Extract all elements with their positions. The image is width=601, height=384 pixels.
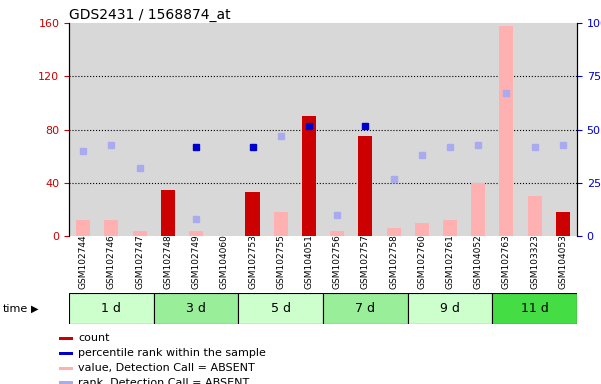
Text: 5 d: 5 d: [270, 302, 291, 315]
Text: GSM104053: GSM104053: [558, 234, 567, 289]
Text: time: time: [3, 304, 28, 314]
Bar: [556, 212, 570, 236]
Bar: [443, 220, 457, 236]
Bar: [492, 293, 577, 324]
Bar: [59, 367, 73, 370]
Text: GSM102753: GSM102753: [248, 234, 257, 289]
Bar: [210, 23, 239, 236]
Bar: [76, 220, 90, 236]
Bar: [407, 23, 436, 236]
Text: GSM104060: GSM104060: [220, 234, 229, 289]
Text: GSM103323: GSM103323: [530, 234, 539, 289]
Text: 7 d: 7 d: [355, 302, 376, 315]
Text: 9 d: 9 d: [440, 302, 460, 315]
Bar: [330, 231, 344, 236]
Bar: [273, 212, 288, 236]
Bar: [323, 293, 407, 324]
Bar: [69, 293, 154, 324]
Text: GSM102744: GSM102744: [79, 234, 88, 289]
Bar: [407, 293, 492, 324]
Text: GSM102755: GSM102755: [276, 234, 285, 289]
Bar: [189, 231, 203, 236]
Bar: [126, 23, 154, 236]
Bar: [105, 220, 118, 236]
Text: count: count: [78, 333, 110, 343]
Text: percentile rank within the sample: percentile rank within the sample: [78, 348, 266, 358]
Bar: [520, 23, 549, 236]
Bar: [161, 190, 175, 236]
Text: 1 d: 1 d: [102, 302, 121, 315]
Text: GSM102758: GSM102758: [389, 234, 398, 289]
Bar: [471, 183, 485, 236]
Bar: [245, 192, 260, 236]
Text: ▶: ▶: [31, 304, 38, 314]
Text: GSM102749: GSM102749: [192, 234, 201, 289]
Bar: [154, 23, 182, 236]
Bar: [182, 23, 210, 236]
Bar: [154, 293, 239, 324]
Text: GSM102756: GSM102756: [332, 234, 341, 289]
Bar: [97, 23, 126, 236]
Bar: [239, 23, 267, 236]
Text: value, Detection Call = ABSENT: value, Detection Call = ABSENT: [78, 363, 255, 373]
Bar: [323, 23, 351, 236]
Text: GSM102747: GSM102747: [135, 234, 144, 289]
Bar: [69, 23, 97, 236]
Bar: [499, 26, 513, 236]
Bar: [464, 23, 492, 236]
Bar: [295, 23, 323, 236]
Text: GSM102748: GSM102748: [163, 234, 172, 289]
Text: GSM102757: GSM102757: [361, 234, 370, 289]
Bar: [492, 23, 520, 236]
Bar: [386, 228, 401, 236]
Bar: [59, 381, 73, 384]
Text: 3 d: 3 d: [186, 302, 206, 315]
Bar: [379, 23, 407, 236]
Bar: [549, 23, 577, 236]
Text: GSM104051: GSM104051: [305, 234, 314, 289]
Text: GSM102746: GSM102746: [107, 234, 116, 289]
Text: GSM102761: GSM102761: [445, 234, 454, 289]
Bar: [358, 136, 373, 236]
Bar: [302, 116, 316, 236]
Bar: [351, 23, 379, 236]
Text: GSM104052: GSM104052: [474, 234, 483, 289]
Bar: [267, 23, 295, 236]
Bar: [528, 196, 542, 236]
Bar: [239, 293, 323, 324]
Bar: [59, 337, 73, 340]
Bar: [415, 223, 429, 236]
Bar: [133, 231, 147, 236]
Text: rank, Detection Call = ABSENT: rank, Detection Call = ABSENT: [78, 378, 249, 384]
Bar: [59, 352, 73, 355]
Text: GDS2431 / 1568874_at: GDS2431 / 1568874_at: [69, 8, 231, 22]
Text: GSM102763: GSM102763: [502, 234, 511, 289]
Bar: [436, 23, 464, 236]
Text: GSM102760: GSM102760: [417, 234, 426, 289]
Text: 11 d: 11 d: [520, 302, 549, 315]
